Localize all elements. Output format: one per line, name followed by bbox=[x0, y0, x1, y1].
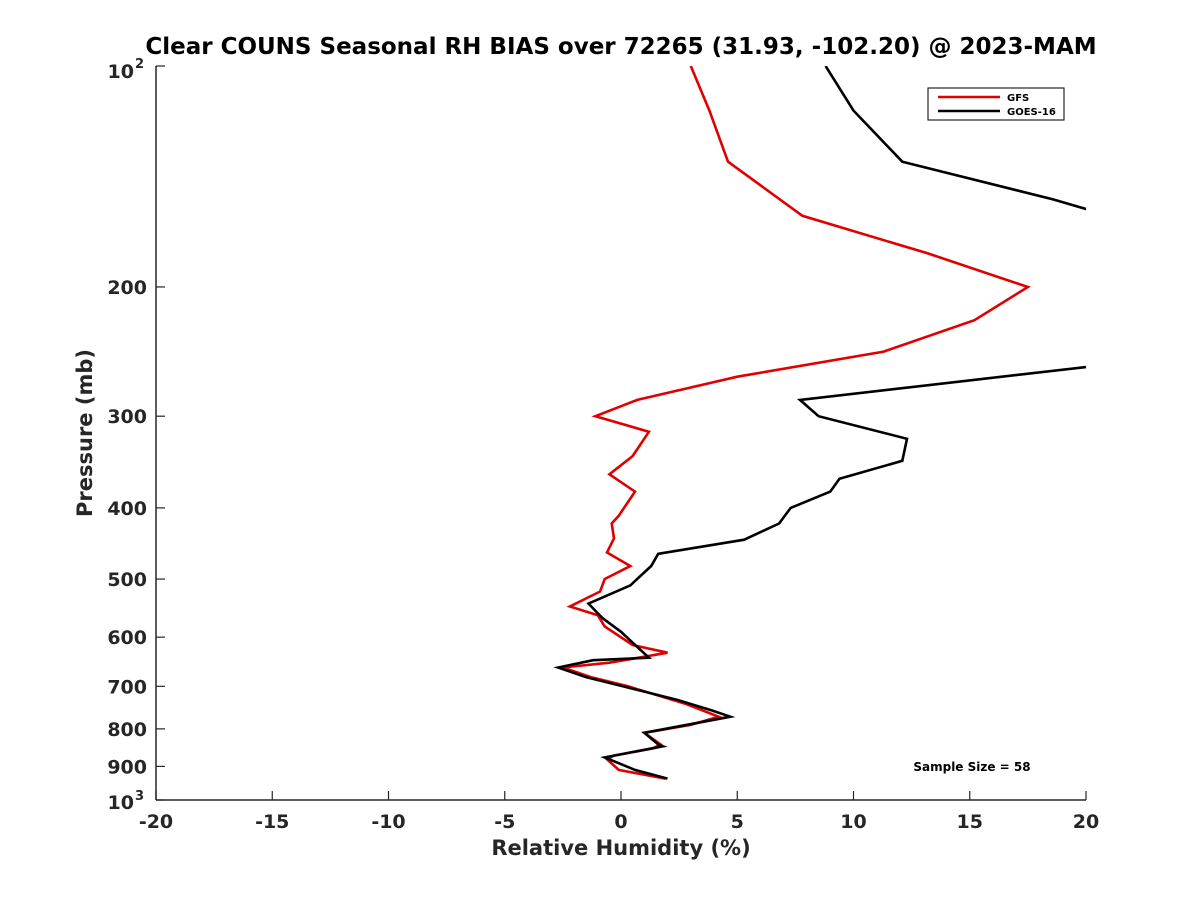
y-tick-label: 500 bbox=[107, 569, 147, 591]
x-tick-label: 20 bbox=[1073, 811, 1099, 833]
sample-size-annotation: Sample Size = 58 bbox=[913, 760, 1030, 774]
x-tick-label: -5 bbox=[494, 811, 515, 833]
legend-label-goes16: GOES-16 bbox=[1007, 107, 1056, 118]
legend: GFS GOES-16 bbox=[927, 87, 1065, 121]
y-ticks: 200 300 400 500 600 700 800 900 bbox=[107, 65, 165, 801]
legend-box bbox=[927, 87, 1065, 121]
x-tick-label: 5 bbox=[731, 811, 744, 833]
y-tick-bottom-base: 10 bbox=[108, 792, 134, 814]
x-tick-label: 10 bbox=[840, 811, 866, 833]
series-line-gfs bbox=[562, 66, 1031, 780]
y-tick-label: 200 bbox=[107, 277, 147, 299]
x-tick-label: 0 bbox=[614, 811, 627, 833]
y-tick-label: 400 bbox=[107, 498, 147, 520]
y-tick-label: 600 bbox=[107, 627, 147, 649]
y-tick-top-base: 10 bbox=[108, 61, 134, 83]
series-line-goes16 bbox=[553, 66, 1086, 780]
x-tick-label: -10 bbox=[371, 811, 405, 833]
y-tick-top-exp: 2 bbox=[135, 57, 144, 72]
y-tick-bottom-exp: 3 bbox=[135, 789, 144, 804]
y-axis-label: Pressure (mb) bbox=[73, 349, 97, 517]
x-tick-label: 15 bbox=[957, 811, 983, 833]
legend-label-gfs: GFS bbox=[1007, 93, 1029, 104]
x-tick-label: -20 bbox=[139, 811, 173, 833]
series-layer bbox=[553, 66, 1086, 780]
x-ticks: -20 -15 -10 -5 0 5 10 15 20 bbox=[139, 791, 1099, 833]
y-tick-label: 700 bbox=[107, 676, 147, 698]
x-axis-label: Relative Humidity (%) bbox=[491, 836, 750, 860]
y-tick-top: 10 2 bbox=[108, 57, 145, 83]
y-tick-bottom: 10 3 bbox=[108, 789, 145, 814]
y-tick-label: 300 bbox=[107, 406, 147, 428]
x-tick-label: -15 bbox=[255, 811, 289, 833]
chart-title: Clear COUNS Seasonal RH BIAS over 72265 … bbox=[145, 34, 1096, 60]
y-tick-label: 800 bbox=[107, 719, 147, 741]
y-tick-label: 900 bbox=[107, 756, 147, 778]
